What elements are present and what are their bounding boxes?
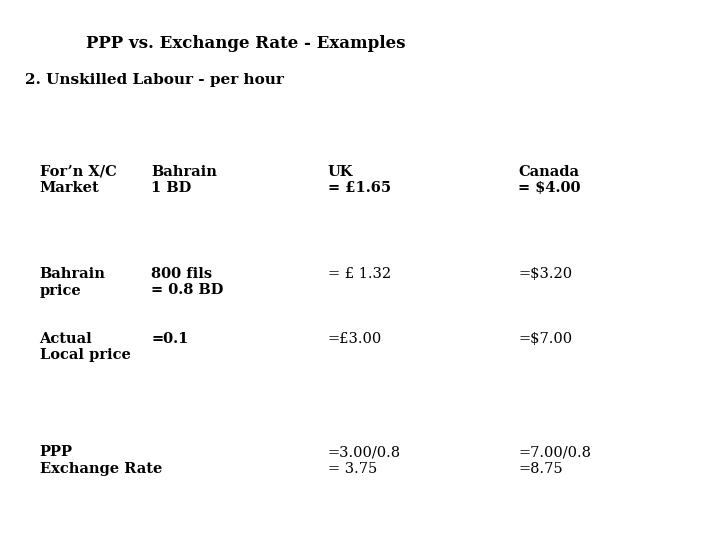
Text: =7.00/0.8
=8.75: =7.00/0.8 =8.75	[518, 446, 591, 476]
Text: PPP
Exchange Rate: PPP Exchange Rate	[40, 446, 162, 476]
Text: = £ 1.32: = £ 1.32	[328, 267, 391, 281]
Text: UK
= £1.65: UK = £1.65	[328, 165, 391, 195]
Text: =3.00/0.8
= 3.75: =3.00/0.8 = 3.75	[328, 446, 401, 476]
Text: 2. Unskilled Labour - per hour: 2. Unskilled Labour - per hour	[25, 73, 284, 87]
Text: Actual
Local price: Actual Local price	[40, 332, 130, 362]
Text: Bahrain
price: Bahrain price	[40, 267, 105, 298]
Text: Canada
= $4.00: Canada = $4.00	[518, 165, 581, 195]
Text: PPP vs. Exchange Rate - Examples: PPP vs. Exchange Rate - Examples	[86, 35, 406, 52]
Text: =0.1: =0.1	[151, 332, 189, 346]
Text: Bahrain
1 BD: Bahrain 1 BD	[151, 165, 217, 195]
Text: For’n X/C
Market: For’n X/C Market	[40, 165, 117, 195]
Text: =$3.20: =$3.20	[518, 267, 572, 281]
Text: =$7.00: =$7.00	[518, 332, 572, 346]
Text: 800 fils
= 0.8 BD: 800 fils = 0.8 BD	[151, 267, 224, 298]
Text: =£3.00: =£3.00	[328, 332, 382, 346]
